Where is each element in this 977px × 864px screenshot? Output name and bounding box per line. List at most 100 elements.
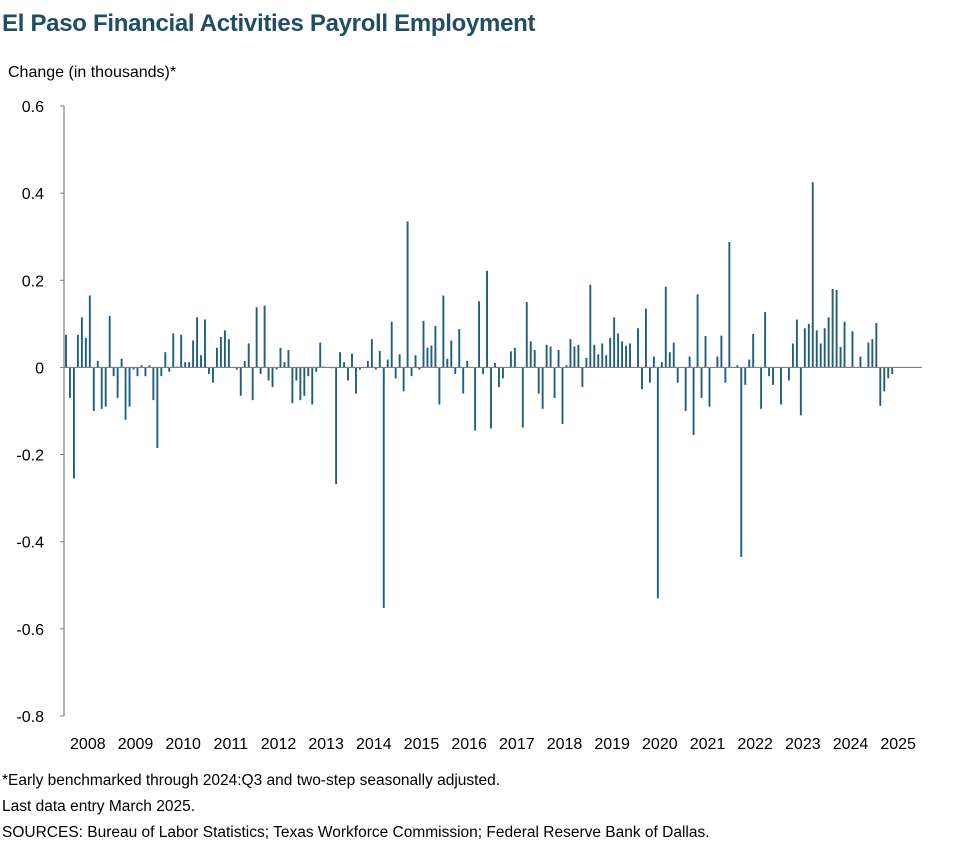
bar [319,342,322,368]
bar [494,363,496,368]
bar [676,367,679,383]
bar [684,367,687,411]
bar [533,350,536,368]
bar [716,356,719,368]
bar [660,362,663,368]
bar [581,367,584,388]
y-tick-label: 0.2 [22,273,44,290]
bar [823,328,826,368]
bar [537,367,540,394]
bar [442,295,445,368]
x-tick-label: 2023 [785,736,821,753]
bar [152,367,155,401]
bar [780,367,782,405]
bar [454,367,457,374]
bar [557,350,560,368]
bar [434,326,437,368]
bar [593,344,596,368]
bar [656,367,659,599]
bar [438,367,441,405]
bar [688,356,691,368]
bar [390,321,393,368]
bar [410,367,413,377]
bar [641,367,643,390]
bar [482,367,485,374]
bar [92,367,95,411]
bar [227,339,230,368]
bar [708,367,711,407]
bar [501,367,504,379]
bar [458,329,461,368]
bar [394,367,397,379]
bar [112,367,115,377]
bar [700,367,703,398]
x-tick-label: 2025 [880,736,916,753]
bar [525,302,528,368]
x-tick-label: 2017 [499,736,535,753]
bar [251,367,254,401]
bar [664,286,667,368]
x-tick-label: 2019 [594,736,630,753]
bar [156,367,159,449]
bar [692,367,695,435]
bar [287,350,290,368]
x-tick-label: 2011 [214,736,249,753]
bar [573,346,576,368]
bar [509,351,512,368]
bar [644,308,647,368]
bar [355,367,357,394]
bar [760,367,763,409]
bar [724,367,727,383]
bar [513,347,516,368]
x-tick-label: 2009 [118,736,154,753]
bar [430,345,433,368]
bar [267,367,270,381]
bar [69,367,71,398]
bar [772,367,774,385]
bar [605,355,608,368]
bar [120,358,123,368]
bar [358,367,361,370]
bar [116,367,119,398]
bar [474,367,477,431]
bar [462,367,465,394]
bar [815,330,818,368]
bar [291,367,294,404]
bar [188,362,191,368]
bar [561,367,564,425]
bar [565,365,568,368]
bar [891,367,894,374]
x-tick-label: 2014 [356,736,392,753]
bar-series [65,182,894,608]
y-tick-label: 0.4 [22,186,44,203]
bar [295,367,298,381]
bar [875,322,878,368]
bar [200,355,202,368]
bar [72,367,75,479]
bar [283,362,286,368]
bar [263,305,266,368]
bar [88,295,91,368]
y-axis-label: Change (in thousands)* [8,64,177,81]
bar [108,316,111,368]
y-tick-label: -0.4 [16,535,44,552]
bar [787,367,790,381]
x-tick-label: 2020 [642,736,678,753]
bar [140,365,143,368]
bar [374,367,377,370]
bar [883,367,886,392]
bar [168,367,171,372]
bar [736,365,739,368]
bar [275,367,278,370]
bar [625,345,628,368]
bar [613,317,616,368]
bar [720,335,723,368]
x-tick-label: 2015 [404,736,440,753]
bar [589,284,592,368]
bar [748,359,751,368]
bar [172,333,175,368]
bar [144,367,147,377]
bar [406,221,409,368]
bar [378,350,381,368]
bar [764,312,767,368]
